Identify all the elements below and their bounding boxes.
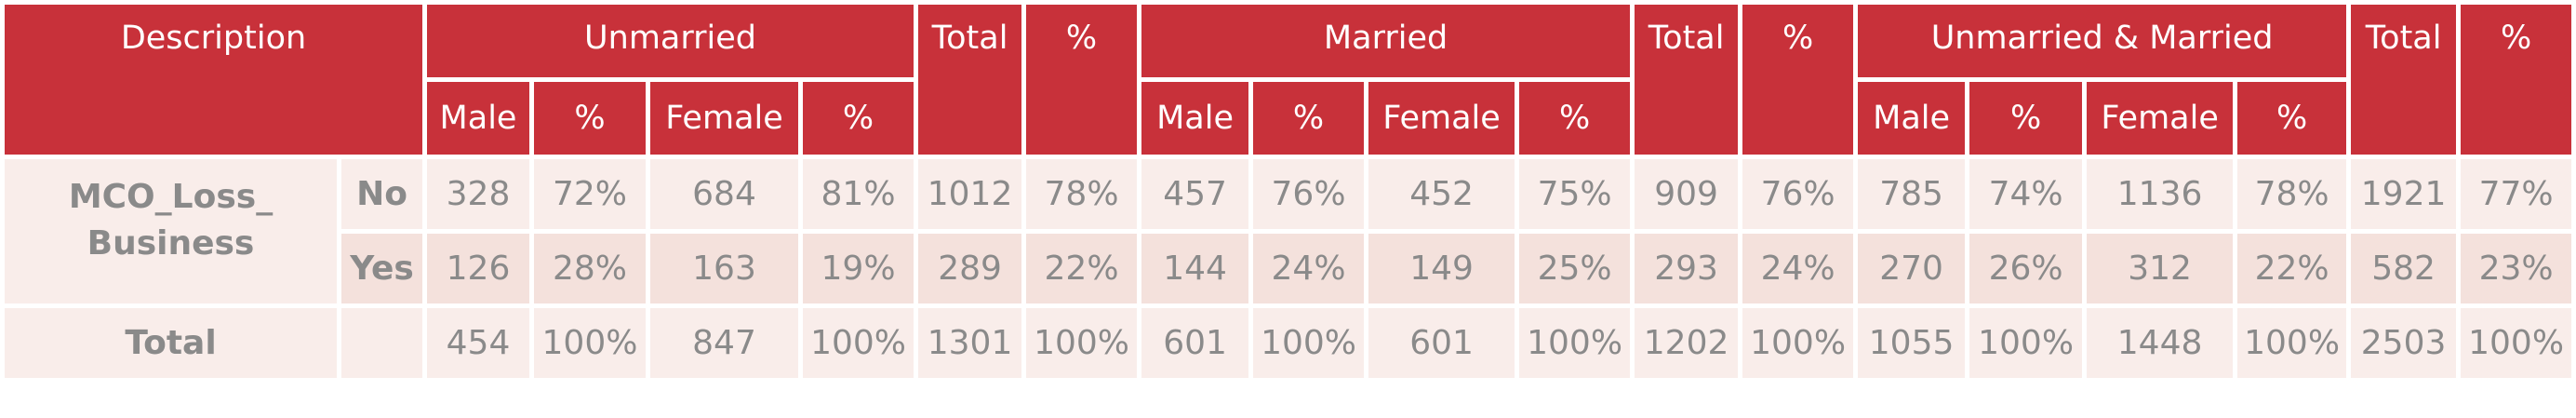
data-cell: 26% <box>1965 229 2088 308</box>
subheader-cell: % <box>1515 77 1635 159</box>
data-cell: 100% <box>797 303 919 383</box>
data-cell: 100% <box>1965 303 2088 383</box>
data-cell: 312 <box>2082 229 2238 308</box>
group-header: Married <box>1137 0 1635 82</box>
data-cell: 785 <box>1853 155 1970 234</box>
data-cell: 149 <box>1364 229 1520 308</box>
subheader-cell: % <box>529 77 650 159</box>
subheader-cell: Female <box>2082 77 2238 159</box>
data-cell: 28% <box>529 229 650 308</box>
subheader-cell: % <box>1965 77 2088 159</box>
data-cell: 81% <box>797 155 919 234</box>
data-cell: 76% <box>1248 155 1369 234</box>
data-cell: 72% <box>529 155 650 234</box>
data-cell: 1055 <box>1853 303 1970 383</box>
data-cell: 684 <box>646 155 803 234</box>
group-header: Unmarried <box>421 0 919 82</box>
data-cell: 909 <box>1630 155 1743 234</box>
data-cell: 452 <box>1364 155 1520 234</box>
cross-table: Description Unmarried Total% Married Total% U… <box>0 0 2576 383</box>
data-cell: 74% <box>1965 155 2088 234</box>
data-cell: 22% <box>1021 229 1142 308</box>
data-cell: 75% <box>1515 155 1635 234</box>
data-cell: 270 <box>1853 229 1970 308</box>
subheader-cell: % <box>2233 77 2352 159</box>
header-cell: % <box>1021 0 1142 159</box>
empty-cell <box>337 303 427 383</box>
data-cell: 78% <box>1021 155 1142 234</box>
data-cell: 100% <box>2456 303 2576 383</box>
data-cell: 100% <box>1021 303 1142 383</box>
subheader-cell: % <box>797 77 919 159</box>
data-cell: 77% <box>2456 155 2576 234</box>
data-cell: 24% <box>1738 229 1859 308</box>
header-cell: % <box>1738 0 1859 159</box>
subheader-cell: Male <box>1137 77 1254 159</box>
data-cell: 100% <box>2233 303 2352 383</box>
data-cell: 328 <box>422 155 534 234</box>
data-cell: 1202 <box>1630 303 1743 383</box>
data-cell: 126 <box>422 229 534 308</box>
data-cell: 457 <box>1137 155 1254 234</box>
data-cell: 582 <box>2346 229 2462 308</box>
total-row: Total 454 100% 847 100% 1301 100% 601 100% 601 100… <box>0 303 2576 383</box>
data-cell: 2503 <box>2346 303 2462 383</box>
header-cell: % <box>2456 0 2576 159</box>
category-label: Yes <box>337 229 427 308</box>
header-cell: Total <box>914 0 1027 159</box>
data-cell: 163 <box>646 229 803 308</box>
data-cell: 1921 <box>2346 155 2462 234</box>
subheader-cell: % <box>1248 77 1369 159</box>
data-cell: 25% <box>1515 229 1635 308</box>
data-cell: 100% <box>1248 303 1369 383</box>
data-cell: 601 <box>1364 303 1520 383</box>
subheader-cell: Male <box>1853 77 1970 159</box>
data-row: MCO_Loss_ Business No 328 72% 684 81% 1012 78% 4… <box>0 155 2576 308</box>
subheader-cell: Male <box>422 77 534 159</box>
category-label: No <box>337 155 427 234</box>
subheader-row: Male% Female% Male% Female% Male% Female% <box>3 77 2574 159</box>
header-cell: Total <box>2346 0 2462 159</box>
data-cell: 601 <box>1137 303 1254 383</box>
data-cell: 293 <box>1630 229 1743 308</box>
subheader-cell: Female <box>646 77 803 159</box>
data-cell: 24% <box>1248 229 1369 308</box>
data-cell: 76% <box>1738 155 1859 234</box>
data-row: Yes 126 28% 163 19% 289 22% 144 24% 149 25% 293 24% 2… <box>3 229 2576 308</box>
data-cell: 289 <box>914 229 1027 308</box>
data-cell: 78% <box>2233 155 2352 234</box>
subheader-cell: Female <box>1364 77 1520 159</box>
data-cell: 100% <box>1738 303 1859 383</box>
data-cell: 100% <box>1515 303 1635 383</box>
total-label: Total <box>0 303 341 383</box>
data-cell: 100% <box>529 303 650 383</box>
data-cell: 144 <box>1137 229 1254 308</box>
data-cell: 23% <box>2456 229 2576 308</box>
data-cell: 19% <box>797 229 919 308</box>
variable-label: MCO_Loss_ Business <box>0 155 341 308</box>
data-cell: 454 <box>422 303 534 383</box>
header-row: Description Unmarried Total% Married Total% U… <box>0 0 2576 159</box>
data-cell: 1301 <box>914 303 1027 383</box>
data-cell: 1448 <box>2082 303 2238 383</box>
data-cell: 1012 <box>914 155 1027 234</box>
header-cell: Total <box>1630 0 1743 159</box>
data-cell: 22% <box>2233 229 2352 308</box>
data-cell: 847 <box>646 303 803 383</box>
header-cell: Description <box>0 0 427 159</box>
data-cell: 1136 <box>2082 155 2238 234</box>
group-header: Unmarried & Married <box>1853 0 2352 82</box>
